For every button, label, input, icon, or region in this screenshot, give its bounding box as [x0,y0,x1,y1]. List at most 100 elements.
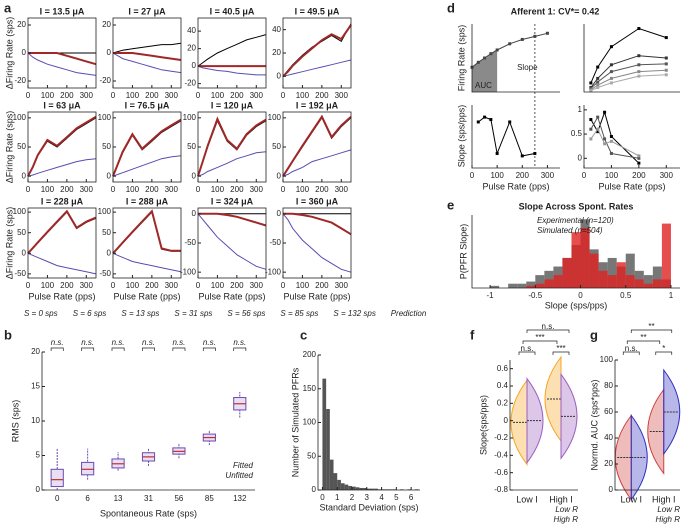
y-tick-label: 0 [504,416,509,425]
x-tick-label: -1 [487,291,495,300]
y-axis-label: Normd. AUC (sps*pps) [589,379,599,470]
point [637,74,641,78]
x-tick-label: 100 [211,281,225,290]
legend-entry: S = 85 sps [280,309,318,318]
x-tick-label: 0 [26,91,31,100]
data-line [27,252,97,275]
x-tick-label: 0 [111,185,116,194]
annotation: AUC [475,81,492,90]
y-tick-label: 100 [13,207,27,216]
y-tick-label: 0 [192,61,197,70]
bar [517,283,527,288]
y-tick-label: 20 [17,20,26,29]
x-tick-label: 0 [578,291,583,300]
y-tick-label: 5 [36,451,41,460]
point [637,63,641,67]
bar [366,488,371,490]
y-tick-label: -0.2 [494,433,508,442]
y-tick-label: -50 [99,269,111,278]
y-tick-label: 50 [272,142,281,151]
x-tick-label: 85 [205,494,214,503]
legend-entry: Low R [657,505,680,514]
x-tick-label: 13 [114,494,123,503]
significance: ** [648,322,654,331]
point [495,48,499,52]
point [609,135,613,138]
x-tick-label: 300 [250,281,264,290]
significance: * [662,344,665,353]
point [483,56,487,60]
subplot-title: I = 40.5 μA [210,6,255,16]
subplot-title: I = 76.5 μA [125,100,170,110]
x-tick-label: 200 [60,281,74,290]
x-tick-label: 0 [281,91,286,100]
x-tick-label: High I [549,494,573,504]
x-tick-label: 200 [516,171,530,180]
data-line [282,213,352,273]
significance: n.s. [521,344,534,353]
y-tick-label: 1 [578,105,583,114]
x-tick-label: 31 [144,494,153,503]
y-tick-label: 50 [307,451,316,460]
data-line [112,42,182,54]
y-tick-label: 80 [604,381,613,390]
bar [535,275,545,288]
point [508,120,512,124]
x-tick-label: 200 [230,185,244,194]
x-tick-label: 0 [55,494,60,503]
y-tick-label: 100 [303,418,317,427]
point [489,52,493,56]
y-tick-label: 50 [102,228,111,237]
bar [508,283,518,288]
bar [553,275,563,288]
y-tick-label: 0 [277,171,282,180]
subplot-title: I = 324 μA [211,196,254,206]
x-tick-label: 300 [80,185,94,194]
y-tick-label: 0 [609,485,614,494]
data-line [112,155,182,177]
bar [643,283,653,288]
x-tick-label: 200 [230,91,244,100]
x-axis-label: Slope (sps/pps) [545,300,608,310]
y-axis-label: Slope(sps/pps) [478,395,488,455]
bar [526,285,536,288]
point [637,156,641,160]
significance: n.s. [142,338,155,347]
data-line [197,213,267,270]
legend-entry: S = 31 sps [174,309,212,318]
bar [562,257,572,288]
x-tick-label: Low I [516,494,538,504]
x-tick-label: 100 [41,281,55,290]
y-tick-label: 0 [277,209,282,218]
x-tick-label: 100 [126,281,140,290]
point [637,154,641,158]
x-tick-label: 200 [632,171,646,180]
legend-entry: Fitted [233,461,254,470]
y-tick-label: 40 [604,433,613,442]
bar [333,473,338,490]
point [609,81,613,85]
significance: n.s. [172,338,185,347]
data-line [112,118,182,177]
y-tick-label: 0 [277,71,282,80]
bar [607,257,617,288]
point [603,110,607,114]
y-tick-label: 10 [31,416,40,425]
y-tick-label: 50 [17,142,26,151]
x-tick-label: 4 [379,493,384,502]
data-line [112,252,182,273]
legend-entry: Low R [555,505,578,514]
y-tick-label: 60 [604,407,613,416]
x-axis-label: Spontaneous Rate (sps) [100,508,197,518]
panel-letter: e [447,197,454,212]
x-tick-label: 0 [281,185,286,194]
point [476,60,480,64]
legend-entry: Unfitted [225,471,253,480]
axes-box [27,207,97,279]
x-tick-label: 0 [281,281,286,290]
x-tick-label: 0 [26,281,31,290]
x-tick-label: 200 [315,185,329,194]
y-tick-label: -50 [269,238,281,247]
x-tick-label: Low I [620,494,642,504]
